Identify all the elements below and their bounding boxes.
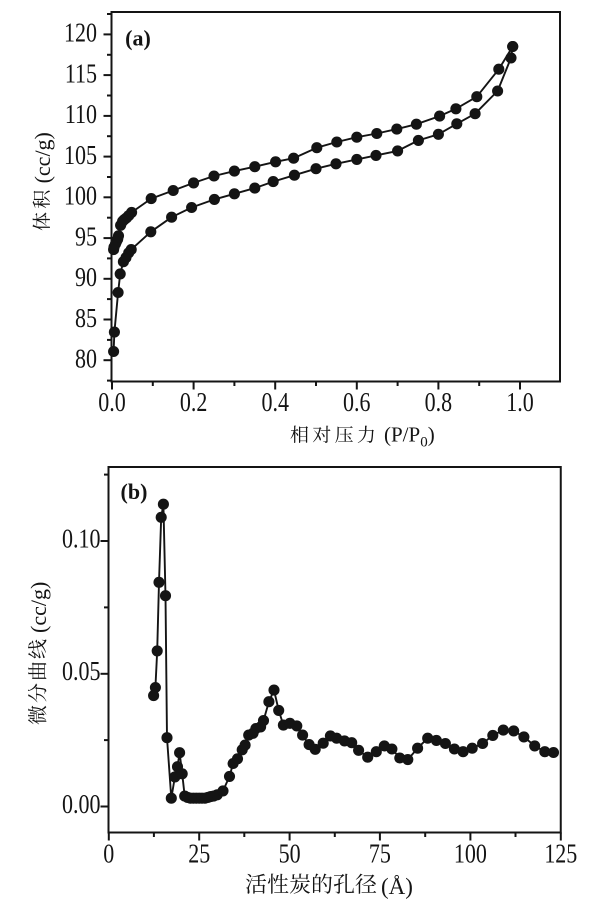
svg-text:100: 100 <box>64 181 97 211</box>
svg-text:0.2: 0.2 <box>180 387 207 417</box>
svg-text:1.0: 1.0 <box>506 387 533 417</box>
svg-text:85: 85 <box>75 303 97 333</box>
svg-text:(a): (a) <box>125 26 151 51</box>
svg-text:(b): (b) <box>121 479 148 504</box>
svg-text:120: 120 <box>64 18 97 48</box>
svg-text:80: 80 <box>75 344 97 374</box>
svg-text:0.10: 0.10 <box>62 524 100 554</box>
svg-text:(Å): (Å) <box>381 874 413 899</box>
svg-text:115: 115 <box>65 59 97 89</box>
svg-text:100: 100 <box>454 839 487 869</box>
svg-text:(cc/g): (cc/g) <box>26 582 51 633</box>
svg-text:0.00: 0.00 <box>62 790 100 820</box>
svg-text:0.4: 0.4 <box>261 387 289 417</box>
svg-text:0: 0 <box>103 839 114 869</box>
svg-text:110: 110 <box>65 100 97 130</box>
svg-text:(P/P0): (P/P0) <box>384 423 435 451</box>
svg-text:90: 90 <box>75 263 97 293</box>
svg-text:50: 50 <box>279 839 301 869</box>
svg-text:(cc/g): (cc/g) <box>30 132 55 183</box>
svg-text:25: 25 <box>188 839 210 869</box>
svg-text:0.8: 0.8 <box>425 387 452 417</box>
svg-text:75: 75 <box>369 839 391 869</box>
svg-text:0.05: 0.05 <box>62 657 100 687</box>
svg-text:0.0: 0.0 <box>98 387 125 417</box>
svg-text:105: 105 <box>64 141 97 171</box>
svg-text:125: 125 <box>544 839 577 869</box>
svg-text:95: 95 <box>75 222 97 252</box>
svg-text:0.6: 0.6 <box>343 387 370 417</box>
